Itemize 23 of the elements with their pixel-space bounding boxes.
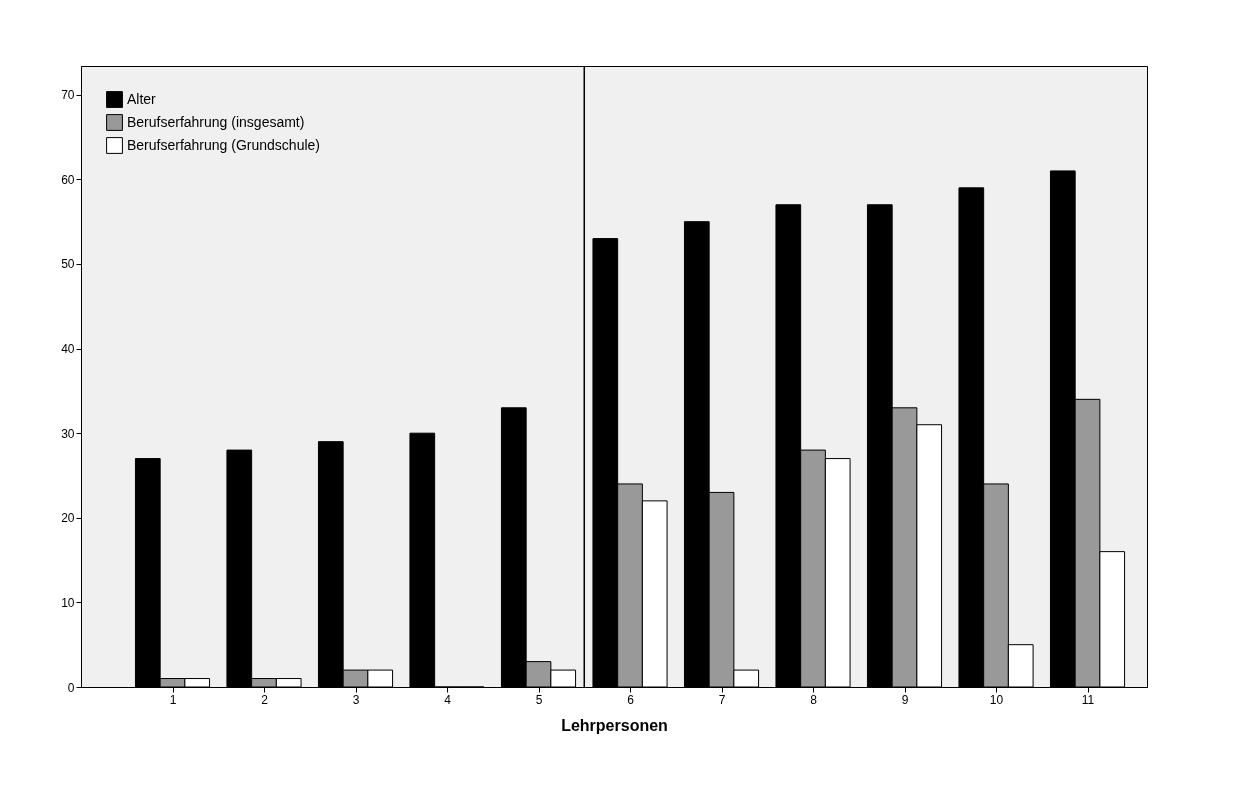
y-tick-label: 0 xyxy=(67,680,75,695)
legend-label: Berufserfahrung (insgesamt) xyxy=(127,113,305,130)
x-tick-label: 8 xyxy=(810,692,818,707)
x-tick-label: 4 xyxy=(444,692,452,707)
x-axis-title: Lehrpersonen xyxy=(561,716,668,734)
x-tick-label: 1 xyxy=(169,692,177,707)
y-tick-label: 50 xyxy=(61,257,75,272)
y-tick-label: 70 xyxy=(61,88,75,103)
x-tick-label: 3 xyxy=(352,692,360,707)
y-tick-label: 60 xyxy=(61,172,75,187)
y-tick-label: 10 xyxy=(61,595,75,610)
legend-label: Berufserfahrung (Grundschule) xyxy=(127,136,320,153)
x-tick-label: 2 xyxy=(261,692,269,707)
y-tick-label: 30 xyxy=(61,426,75,441)
x-tick-label: 10 xyxy=(989,692,1004,707)
x-tick-label: 5 xyxy=(535,692,543,707)
legend-label: Alter xyxy=(127,90,157,107)
y-tick-label: 40 xyxy=(61,342,75,357)
x-tick-label: 7 xyxy=(718,692,726,707)
x-tick-label: 11 xyxy=(1081,692,1095,707)
y-tick-label: 20 xyxy=(61,511,75,526)
x-tick-label: 6 xyxy=(627,692,635,707)
x-tick-label: 9 xyxy=(901,692,909,707)
